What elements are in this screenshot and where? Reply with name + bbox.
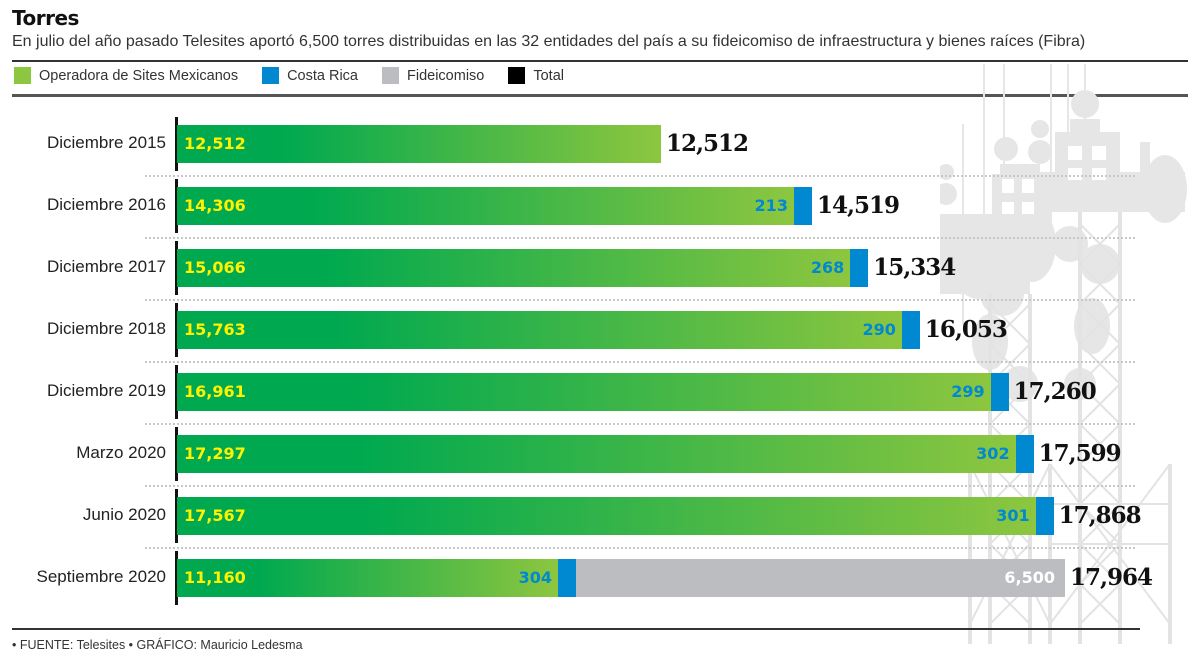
bar-operadora bbox=[177, 435, 1016, 473]
row-separator bbox=[145, 361, 1135, 363]
label-operadora: 11,160 bbox=[184, 568, 246, 587]
bar-operadora bbox=[177, 125, 661, 163]
category-label: Septiembre 2020 bbox=[36, 567, 166, 586]
legend-swatch-fideicomiso bbox=[382, 67, 399, 84]
legend-item-fideicomiso: Fideicomiso bbox=[382, 67, 484, 84]
label-costa-rica: 299 bbox=[951, 382, 985, 401]
axis-tick bbox=[175, 117, 178, 171]
category-label: Diciembre 2019 bbox=[46, 381, 166, 400]
legend-label-operadora: Operadora de Sites Mexicanos bbox=[39, 67, 239, 84]
label-operadora: 14,306 bbox=[184, 196, 246, 215]
bar-operadora bbox=[177, 373, 991, 411]
axis-tick bbox=[175, 303, 178, 357]
label-fideicomiso: 6,500 bbox=[1004, 568, 1055, 587]
category-label: Diciembre 2016 bbox=[46, 195, 166, 214]
legend-swatch-operadora bbox=[14, 67, 31, 84]
category-label: Diciembre 2015 bbox=[46, 133, 166, 152]
row-separator bbox=[145, 299, 1135, 301]
label-costa-rica: 304 bbox=[518, 568, 552, 587]
total-label: 17,868 bbox=[1058, 502, 1142, 529]
chart-title: Torres bbox=[12, 6, 79, 30]
total-label: 14,519 bbox=[816, 192, 900, 219]
legend-item-total: Total bbox=[508, 67, 564, 84]
total-label: 17,260 bbox=[1013, 378, 1097, 405]
total-label: 12,512 bbox=[666, 130, 749, 157]
chart-subtitle: En julio del año pasado Telesites aportó… bbox=[12, 33, 1086, 50]
header-divider bbox=[12, 60, 1188, 62]
label-costa-rica: 302 bbox=[976, 444, 1010, 463]
total-label: 17,599 bbox=[1038, 440, 1122, 467]
source-credit: • FUENTE: Telesites • GRÁFICO: Mauricio … bbox=[12, 638, 303, 652]
bar-operadora bbox=[177, 311, 902, 349]
label-operadora: 15,763 bbox=[184, 320, 246, 339]
row-separator bbox=[145, 237, 1135, 239]
label-operadora: 16,961 bbox=[184, 382, 246, 401]
legend-divider bbox=[12, 94, 1188, 97]
bar-costa-rica bbox=[1035, 497, 1054, 535]
bar-costa-rica bbox=[1015, 435, 1034, 473]
bar-operadora bbox=[177, 497, 1036, 535]
category-label: Junio 2020 bbox=[82, 505, 166, 524]
label-costa-rica: 301 bbox=[996, 506, 1030, 525]
axis-tick bbox=[175, 489, 178, 543]
label-operadora: 17,567 bbox=[184, 506, 246, 525]
total-label: 17,964 bbox=[1070, 564, 1153, 591]
legend-swatch-total bbox=[508, 67, 526, 84]
row-separator bbox=[145, 423, 1135, 425]
legend-item-costa-rica: Costa Rica bbox=[262, 67, 358, 84]
legend-swatch-costa-rica bbox=[262, 67, 280, 84]
category-label: Diciembre 2017 bbox=[46, 257, 166, 276]
bar-costa-rica bbox=[901, 311, 920, 349]
label-costa-rica: 268 bbox=[810, 258, 845, 277]
axis-tick bbox=[175, 241, 178, 295]
axis-tick bbox=[175, 427, 178, 481]
row-separator bbox=[145, 547, 1135, 549]
footer-divider bbox=[12, 628, 1140, 630]
tower-illustration bbox=[940, 64, 1187, 644]
bar-operadora bbox=[177, 249, 851, 287]
label-operadora: 15,066 bbox=[184, 258, 246, 277]
legend-item-operadora: Operadora de Sites Mexicanos bbox=[14, 67, 238, 84]
axis-tick bbox=[175, 365, 178, 419]
bar-fideicomiso bbox=[576, 559, 1065, 597]
legend-label-total: Total bbox=[533, 67, 564, 84]
row-separator bbox=[145, 485, 1135, 487]
label-operadora: 17,297 bbox=[184, 444, 246, 463]
axis-tick bbox=[175, 179, 178, 233]
legend-label-costa-rica: Costa Rica bbox=[287, 67, 358, 84]
legend: Operadora de Sites Mexicanos Costa Rica … bbox=[14, 67, 588, 84]
bar-operadora bbox=[177, 187, 794, 225]
label-costa-rica: 290 bbox=[862, 320, 896, 339]
bar-costa-rica bbox=[793, 187, 812, 225]
category-label: Diciembre 2018 bbox=[46, 319, 166, 338]
bar-costa-rica bbox=[850, 249, 869, 287]
total-label: 15,334 bbox=[873, 254, 956, 281]
label-operadora: 12,512 bbox=[184, 134, 246, 153]
row-separator bbox=[145, 175, 1135, 177]
total-label: 16,053 bbox=[924, 316, 1008, 343]
axis-tick bbox=[175, 551, 178, 605]
bar-costa-rica bbox=[990, 373, 1009, 411]
bar-costa-rica bbox=[558, 559, 576, 597]
label-costa-rica: 213 bbox=[754, 196, 788, 215]
legend-label-fideicomiso: Fideicomiso bbox=[407, 67, 485, 84]
bar-operadora bbox=[177, 559, 558, 597]
category-label: Marzo 2020 bbox=[76, 443, 166, 462]
